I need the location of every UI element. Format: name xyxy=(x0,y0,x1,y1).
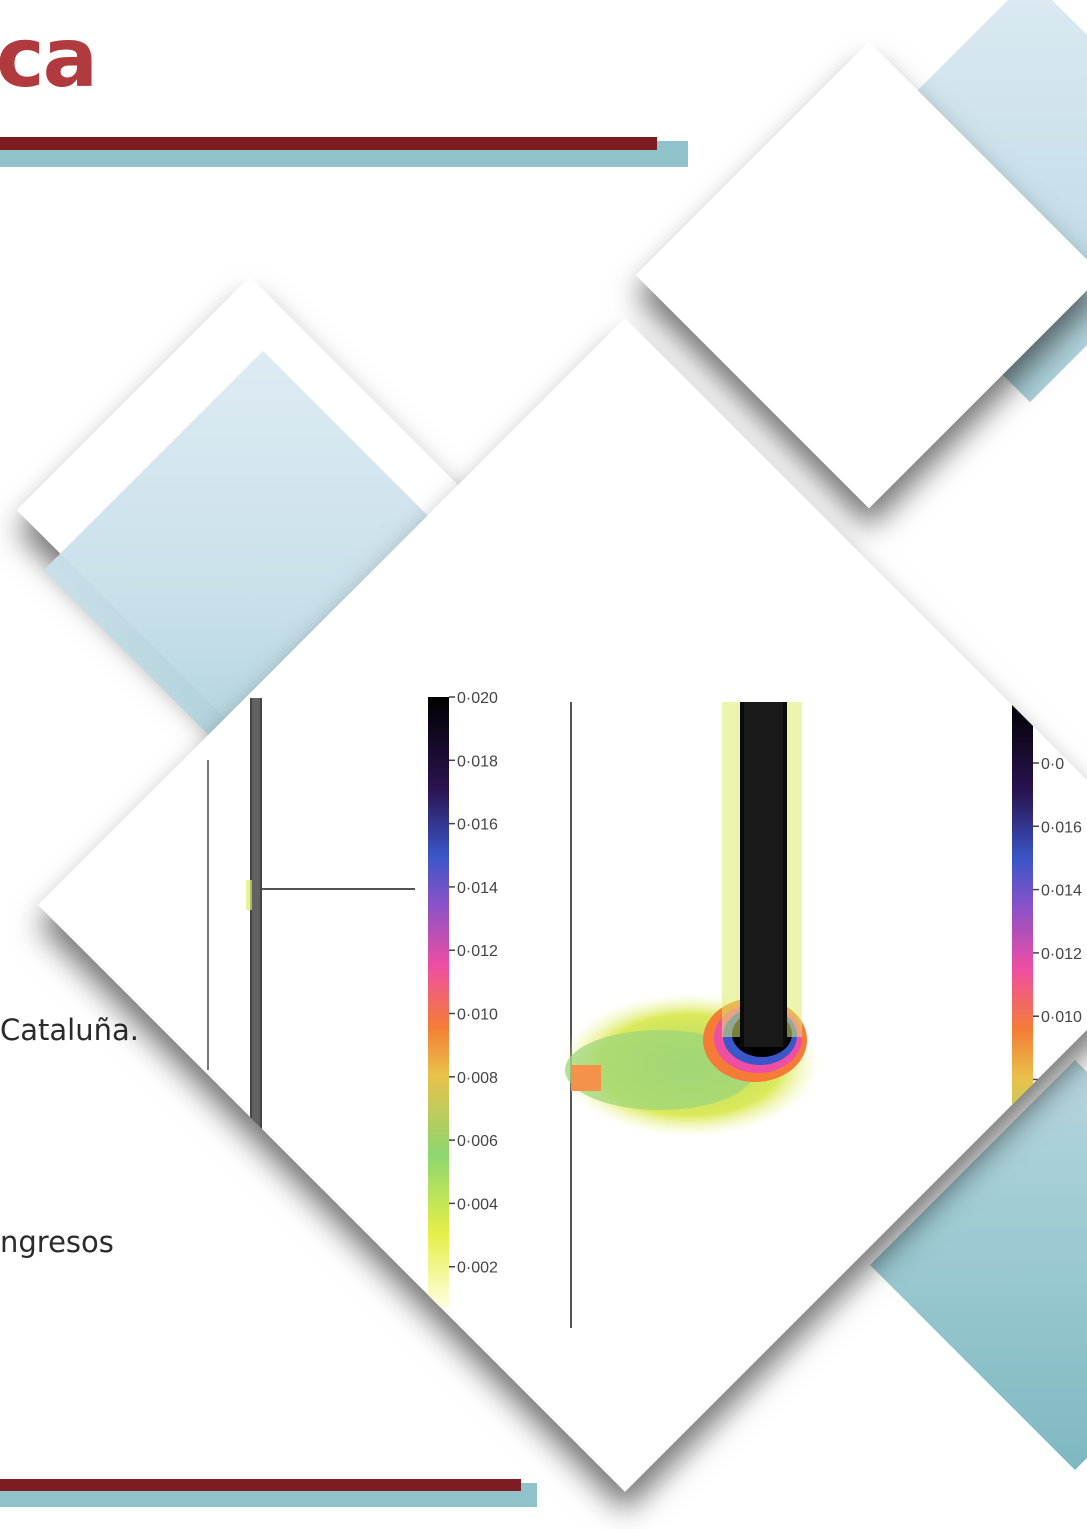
colorbar-1-tick-label: 0·006 xyxy=(457,1133,498,1150)
colorbar-2 xyxy=(1012,700,1033,1310)
colorbar-1-tick-label: 0·014 xyxy=(457,880,498,897)
colorbar-1-tick-label: 0·004 xyxy=(457,1196,498,1213)
colorbar-2-tick-label: 0·0 xyxy=(1041,756,1064,773)
colorbar-2-tick-label: 0·010 xyxy=(1041,1009,1082,1026)
colorbar-2-tick-label: 0·014 xyxy=(1041,883,1082,900)
bottom-rule-red xyxy=(0,1479,521,1491)
text-line-cataluna: Cataluña. xyxy=(0,1013,139,1047)
colorbar-1-tick-label: 0·010 xyxy=(457,1007,498,1024)
colorbar-2-tick-label: 0·012 xyxy=(1041,946,1082,963)
page-title: ca xyxy=(0,11,98,106)
top-rule-red xyxy=(0,137,657,150)
colorbar-1-tick-label: 0·018 xyxy=(457,753,498,770)
colorbar-2-tick-label: 0·008 xyxy=(1041,1073,1082,1090)
colorbar-1-tick-label: 0·012 xyxy=(457,943,498,960)
colorbar-1-tick-label: 0·002 xyxy=(457,1260,498,1277)
colorbar-1-tick-label: 0·016 xyxy=(457,817,498,834)
colorbar-2-tick-label: 0·016 xyxy=(1041,819,1082,836)
colorbar-1-tick-label: 0·008 xyxy=(457,1070,498,1087)
colorbar-1 xyxy=(428,697,449,1307)
colorbar-1-tick-label: 0·020 xyxy=(457,690,498,707)
middle-panel-column xyxy=(740,702,787,1047)
text-line-ingresos: ngresos xyxy=(0,1225,114,1259)
